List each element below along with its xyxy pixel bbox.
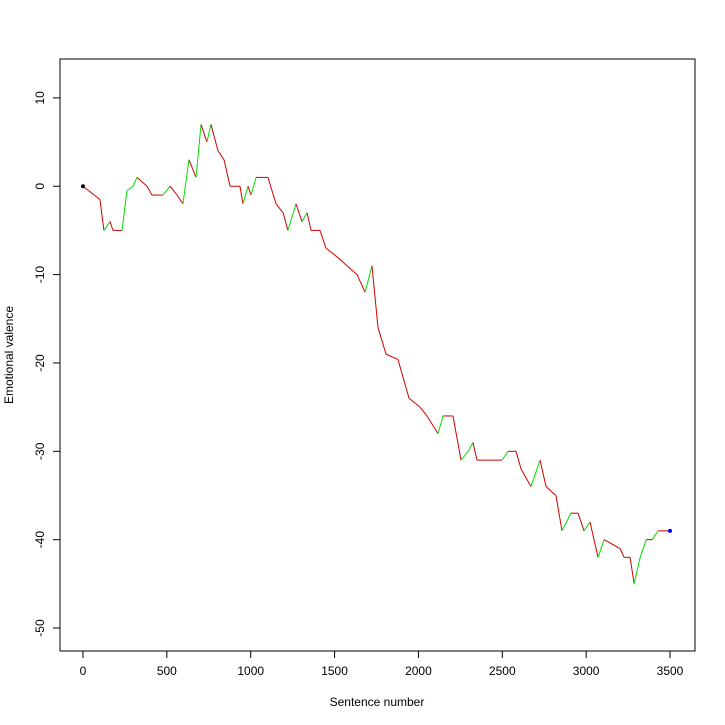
x-tick-label: 0 bbox=[80, 664, 87, 678]
line-segment bbox=[597, 539, 605, 558]
line-segment bbox=[629, 557, 635, 584]
line-segment bbox=[267, 177, 277, 205]
line-segment bbox=[239, 186, 244, 204]
line-segment bbox=[633, 557, 641, 584]
line-segment bbox=[195, 124, 202, 178]
y-tick-label: -30 bbox=[33, 442, 47, 460]
x-tick-label: 3500 bbox=[657, 664, 684, 678]
line-segment bbox=[146, 185, 153, 196]
line-segment bbox=[250, 177, 257, 196]
line-segment bbox=[619, 548, 625, 558]
line-segment bbox=[200, 124, 208, 143]
line-segment bbox=[306, 212, 312, 231]
line-segment bbox=[132, 177, 138, 187]
line-segment bbox=[639, 539, 647, 558]
line-segment bbox=[275, 203, 284, 214]
line-segment bbox=[467, 442, 474, 452]
line-segment bbox=[301, 212, 308, 222]
line-segment bbox=[247, 186, 252, 196]
line-segment bbox=[336, 256, 348, 267]
line-segment bbox=[426, 415, 439, 434]
y-tick-label: 0 bbox=[33, 183, 47, 190]
line-segment bbox=[371, 265, 379, 328]
y-tick-label: 10 bbox=[33, 91, 47, 105]
line-segment bbox=[377, 327, 387, 355]
y-tick-label: -50 bbox=[33, 619, 47, 637]
x-axis-label: Sentence number bbox=[330, 695, 425, 709]
line-segment bbox=[325, 247, 338, 258]
plot-frame bbox=[59, 58, 696, 652]
x-tick-label: 3000 bbox=[573, 664, 600, 678]
line-segment bbox=[121, 190, 128, 231]
line-segment bbox=[287, 203, 297, 231]
line-segment bbox=[603, 539, 621, 549]
y-tick-label: -20 bbox=[33, 354, 47, 372]
line-segment bbox=[136, 177, 148, 187]
line-segment bbox=[82, 185, 101, 200]
line-segment bbox=[242, 186, 249, 205]
line-segment bbox=[364, 265, 373, 293]
line-segment bbox=[419, 406, 428, 417]
x-tick-label: 2500 bbox=[489, 664, 516, 678]
line-segment bbox=[169, 185, 178, 196]
line-segment bbox=[223, 159, 231, 187]
line-segment bbox=[472, 442, 478, 461]
line-segment bbox=[408, 397, 421, 408]
line-segment bbox=[460, 450, 469, 461]
line-segment bbox=[555, 495, 563, 531]
line-segment bbox=[356, 274, 366, 293]
line-segment bbox=[126, 185, 134, 192]
x-tick-label: 1500 bbox=[321, 664, 348, 678]
line-segment bbox=[577, 513, 585, 531]
line-segment bbox=[103, 221, 111, 231]
x-tick-label: 500 bbox=[157, 664, 177, 678]
line-segment bbox=[651, 530, 659, 540]
line-segment bbox=[109, 221, 114, 231]
line-segment bbox=[437, 415, 444, 434]
line-segment bbox=[319, 230, 327, 249]
line-segment bbox=[206, 124, 212, 143]
x-tick-label: 2000 bbox=[405, 664, 432, 678]
y-tick-label: -40 bbox=[33, 531, 47, 549]
line-segment bbox=[539, 460, 547, 487]
line-segment bbox=[346, 265, 358, 275]
line-segment bbox=[452, 415, 462, 461]
line-segment bbox=[182, 159, 190, 204]
y-tick-label: -10 bbox=[33, 266, 47, 284]
x-tick-label: 1000 bbox=[237, 664, 264, 678]
point bbox=[80, 184, 85, 189]
line-segment bbox=[397, 359, 410, 399]
line-segment bbox=[99, 199, 105, 231]
line-segment bbox=[530, 459, 541, 487]
line-segment bbox=[295, 203, 303, 222]
line-segment bbox=[176, 194, 184, 205]
line-segment bbox=[589, 521, 599, 558]
line-segment bbox=[188, 159, 197, 178]
line-segment bbox=[162, 185, 171, 196]
line-segment bbox=[282, 212, 289, 231]
point bbox=[668, 528, 673, 533]
line-segment bbox=[385, 353, 399, 360]
line-segment bbox=[515, 451, 522, 470]
line-segment bbox=[583, 521, 591, 532]
line-segment bbox=[520, 468, 532, 487]
line-segment bbox=[501, 451, 509, 461]
line-segment bbox=[217, 150, 225, 161]
line-segment bbox=[545, 486, 557, 496]
y-axis-label: Emotional valence bbox=[2, 306, 16, 404]
line-segment bbox=[210, 124, 219, 152]
line-segment bbox=[561, 512, 572, 532]
